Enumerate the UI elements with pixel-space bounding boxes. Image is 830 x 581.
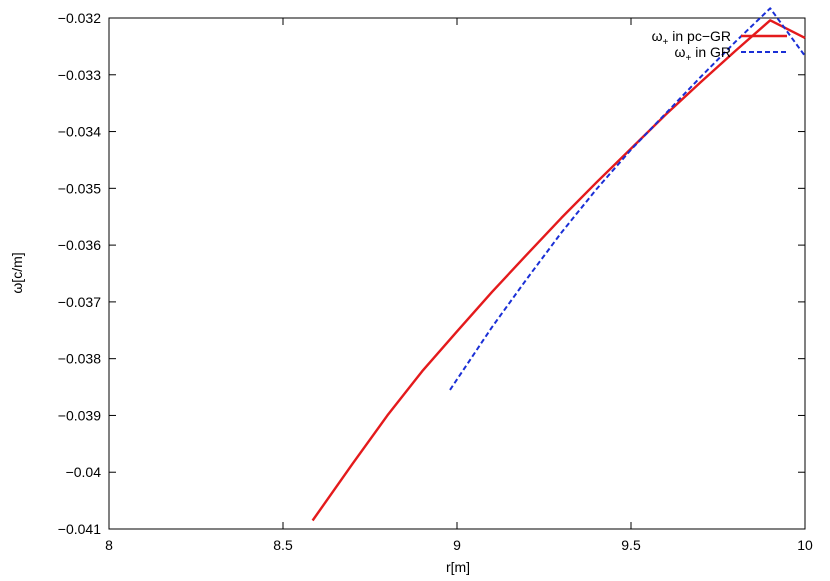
series-line-gr xyxy=(449,7,806,391)
legend: ω+ in pc−GRω+ in GR xyxy=(652,28,787,64)
y-tick-label: −0.04 xyxy=(66,464,102,480)
legend-label: ω+ in pc−GR xyxy=(652,28,731,48)
y-tick-label: −0.041 xyxy=(58,521,101,537)
y-tick-label: −0.032 xyxy=(58,10,101,26)
plot-frame xyxy=(108,17,806,530)
y-tick-label: −0.038 xyxy=(58,351,101,367)
x-tick-label: 9.5 xyxy=(621,537,641,553)
y-tick-labels: −0.032 −0.033 −0.034 −0.035 −0.036 −0.037 −0.0… xyxy=(58,10,101,537)
series-line-pc-gr xyxy=(311,19,806,522)
series-layer xyxy=(311,7,806,522)
tick-marks xyxy=(108,17,806,530)
x-tick-label: 10 xyxy=(797,537,813,553)
x-tick-labels: 8 8.5 9 9.5 10 xyxy=(105,537,813,553)
y-tick-label: −0.034 xyxy=(58,124,101,140)
y-tick-label: −0.035 xyxy=(58,180,101,196)
y-axis-label: ω[c/m] xyxy=(9,252,25,293)
x-axis-label: r[m] xyxy=(446,559,470,575)
y-tick-label: −0.039 xyxy=(58,407,101,423)
x-tick-label: 8.5 xyxy=(273,537,293,553)
y-tick-label: −0.033 xyxy=(58,67,101,83)
legend-label: ω+ in GR xyxy=(675,44,731,64)
y-tick-label: −0.036 xyxy=(58,237,101,253)
x-tick-label: 9 xyxy=(453,537,461,553)
y-tick-label: −0.037 xyxy=(58,294,101,310)
x-tick-label: 8 xyxy=(105,537,113,553)
